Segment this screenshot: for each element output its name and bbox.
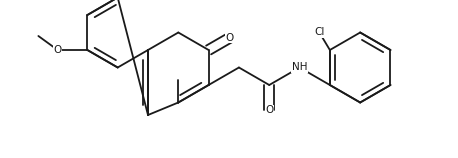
Text: O: O — [54, 45, 62, 55]
Text: O: O — [226, 33, 234, 43]
Text: Cl: Cl — [314, 27, 325, 37]
Text: NH: NH — [292, 63, 307, 73]
Text: O: O — [265, 105, 273, 115]
